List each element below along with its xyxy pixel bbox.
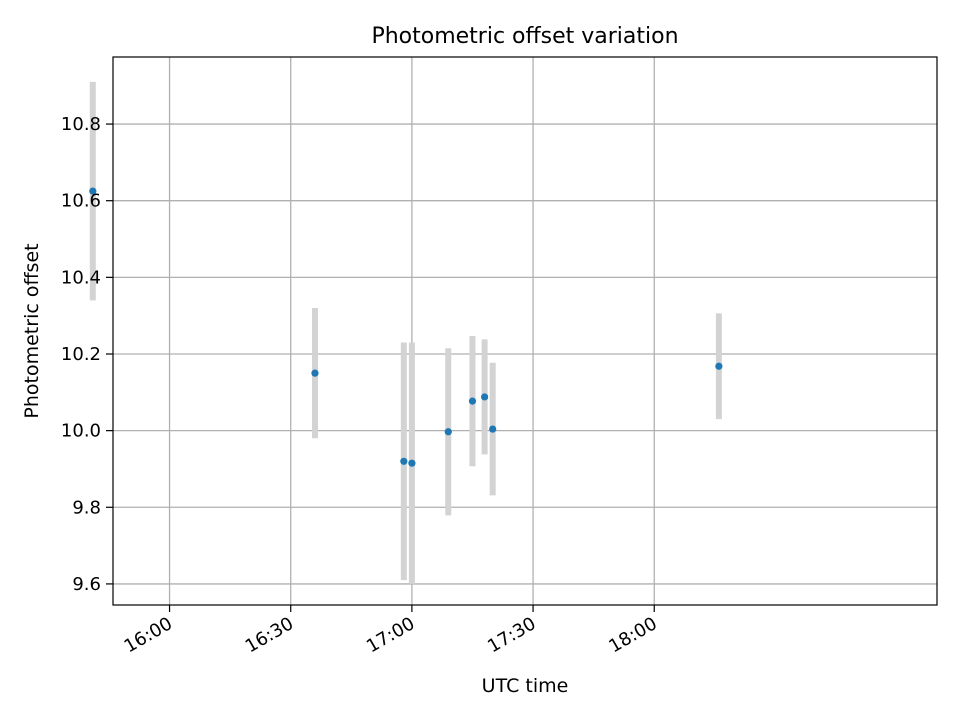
grid-lines	[113, 57, 937, 605]
y-axis-ticks: 9.6 9.8 10.0 10.2 10.4 10.6 10.8	[61, 114, 113, 595]
data-point	[400, 457, 408, 465]
data-point	[481, 393, 489, 401]
plot-frame	[112, 56, 938, 606]
y-tick-label: 10.4	[61, 267, 101, 288]
data-point	[408, 459, 416, 467]
data-point	[468, 397, 477, 405]
data-point	[444, 428, 452, 436]
y-tick-label: 9.6	[72, 574, 101, 595]
y-axis-label: Photometric offset	[21, 243, 43, 418]
y-tick-label: 10.8	[61, 114, 101, 135]
data-points	[89, 187, 723, 467]
y-tick-label: 9.8	[72, 497, 101, 518]
data-point	[489, 425, 497, 433]
x-axis-label: UTC time	[482, 675, 569, 697]
data-point	[89, 187, 97, 195]
data-point	[715, 362, 723, 370]
chart-title: Photometric offset variation	[371, 24, 678, 49]
y-tick-label: 10.6	[61, 191, 101, 212]
y-tick-label: 10.0	[61, 421, 101, 442]
data-point	[311, 369, 319, 377]
y-tick-label: 10.2	[61, 344, 101, 365]
